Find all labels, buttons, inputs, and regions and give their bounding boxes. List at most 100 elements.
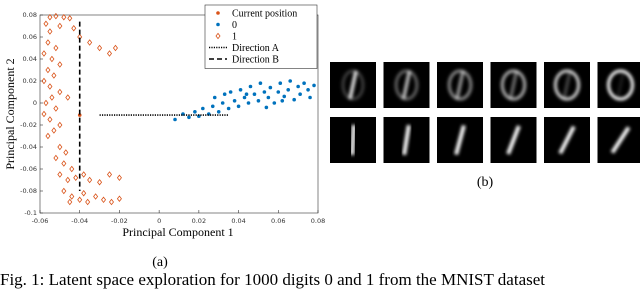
diamond-point [57, 61, 63, 68]
zero-stroke [500, 69, 527, 101]
diamond-point [57, 171, 63, 178]
digit-stroke [610, 126, 631, 154]
x-tick-label: 0.02 [192, 217, 206, 225]
diamond-point [81, 189, 87, 197]
one-stroke [506, 125, 521, 155]
one-stroke [562, 70, 572, 100]
dot-point [312, 83, 316, 88]
diamond-point [67, 198, 73, 206]
digit-stroke [500, 69, 527, 101]
dot-point [238, 88, 243, 92]
dot-point [242, 95, 247, 100]
x-tick-label: -0.04 [71, 217, 88, 225]
digit-stroke [506, 125, 521, 155]
diamond-point [67, 15, 73, 22]
dot-point [296, 84, 300, 89]
diamond-point [87, 39, 93, 46]
dot-point [292, 97, 296, 102]
diamond-point [47, 116, 53, 123]
one-stroke [455, 70, 465, 100]
diamond-point [106, 50, 113, 57]
y-tick-label: 0.04 [23, 55, 37, 63]
y-tick-label: -0.06 [20, 165, 37, 173]
dot-point [232, 99, 237, 103]
diamond-point [71, 24, 77, 32]
dot-point [256, 99, 261, 103]
digit-stroke [454, 124, 466, 156]
diamond-point [61, 187, 67, 195]
x-tick-label: 0.04 [231, 217, 245, 225]
diamond-point [61, 13, 67, 21]
one-stroke [610, 126, 631, 154]
diamond-point [57, 143, 63, 151]
legend-label: 1 [232, 32, 237, 43]
panel-label: (a) [152, 255, 168, 270]
diamond-point [53, 12, 59, 20]
diamond-point [43, 20, 49, 28]
diamond-point [112, 44, 118, 52]
dot-point [302, 81, 306, 85]
zero-stroke [447, 69, 473, 101]
dot-point [272, 101, 277, 105]
y-tick-label: -0.08 [20, 187, 37, 195]
dot-point [226, 106, 231, 111]
diamond-point [93, 193, 99, 200]
diamond-point [65, 176, 71, 184]
y-tick-label: 0.02 [23, 77, 37, 85]
panel-label: (b) [477, 175, 494, 190]
legend-label: Direction B [232, 55, 279, 66]
legend-marker [216, 22, 220, 27]
dot-point [248, 84, 253, 89]
one-stroke [348, 70, 358, 100]
diamond-point [57, 88, 63, 96]
dot-point [252, 92, 257, 96]
caption: Fig. 1: Latent space exploration for 100… [0, 270, 545, 289]
legend-marker [216, 11, 220, 15]
diamond-point [87, 176, 93, 184]
y-tick-label: 0 [33, 99, 37, 107]
dot-point [282, 94, 287, 99]
dot-point [280, 99, 285, 103]
dot-point [262, 90, 267, 94]
digit-stroke [558, 125, 576, 155]
diamond-point [49, 94, 55, 101]
one-stroke [401, 70, 412, 100]
one-stroke [454, 124, 466, 156]
diamond-point [69, 193, 75, 200]
dot-point [228, 90, 233, 94]
diamond-point [106, 171, 113, 178]
diamond-point [85, 198, 91, 206]
x-tick-label: 0.06 [271, 217, 285, 225]
zero-stroke [607, 69, 634, 101]
dot-point [264, 105, 269, 110]
legend-label: 0 [232, 20, 237, 31]
diamond-point [53, 154, 59, 162]
dot-point [286, 88, 291, 92]
diamond-point [51, 72, 57, 79]
diamond-point [45, 66, 51, 74]
diamond-point [81, 171, 87, 178]
dot-point [210, 104, 215, 109]
dot-point [258, 81, 263, 85]
dot-point [187, 115, 191, 120]
diamond-point [47, 28, 53, 35]
dot-point [173, 117, 177, 122]
legend-box [204, 4, 318, 69]
x-tick-label: -0.02 [111, 217, 128, 225]
diamond-point [41, 50, 47, 57]
y-axis-label: Principal Component 2 [3, 58, 17, 169]
one-stroke [508, 70, 519, 100]
zero-stroke [553, 69, 581, 101]
dot-point [278, 81, 283, 85]
diamond-point [43, 99, 49, 107]
diamond-point [57, 22, 63, 30]
dot-point [266, 95, 271, 100]
diamond-point [101, 196, 107, 204]
dot-point [244, 92, 249, 96]
legend-marker [215, 32, 221, 40]
diamond-point [53, 105, 59, 112]
dot-point [222, 92, 227, 96]
dot-point [201, 106, 205, 111]
plot-frame [39, 14, 319, 214]
